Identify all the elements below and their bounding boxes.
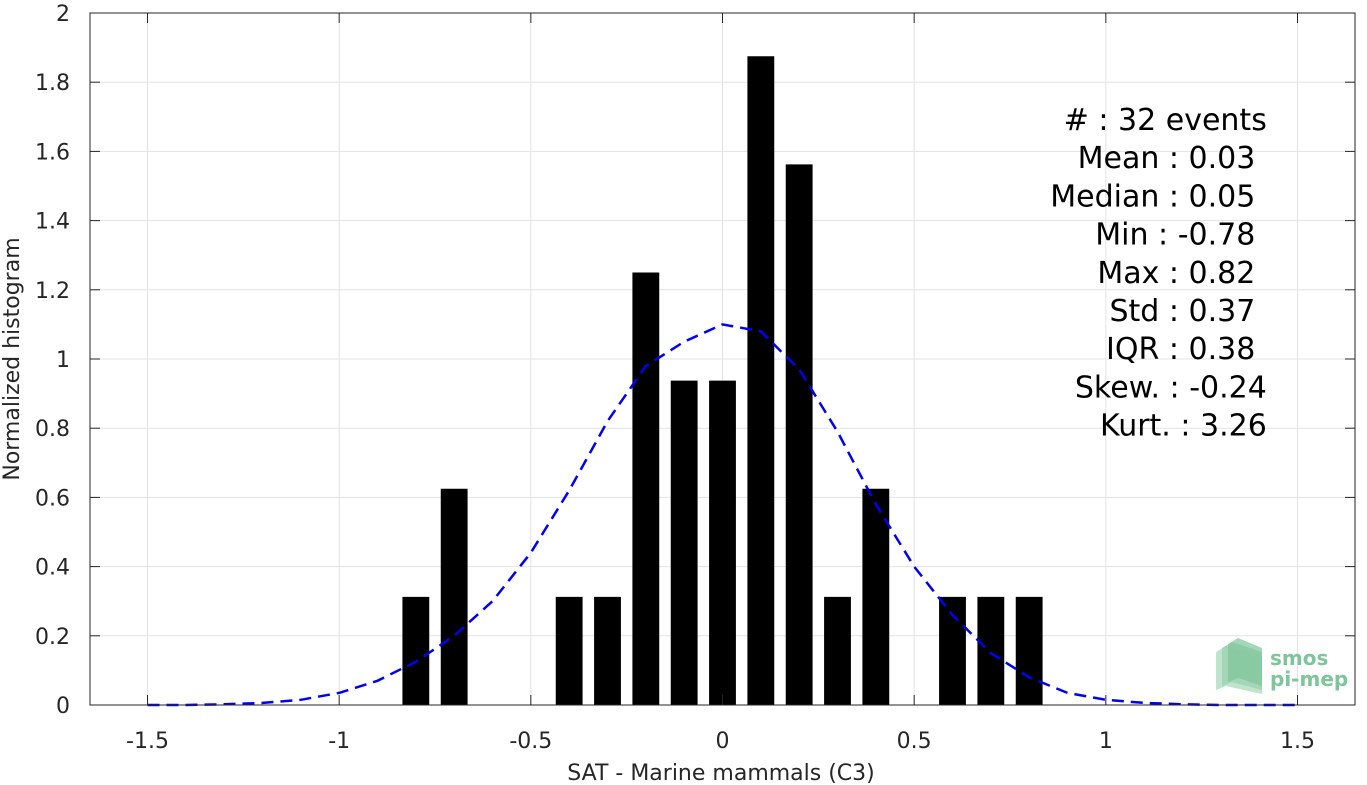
histogram-bar [862,488,890,705]
stat-line: Max : 0.82 [1097,256,1255,291]
stat-line: Skew. : -0.24 [1075,370,1267,405]
x-axis-label: SAT - Marine mammals (C3) [567,761,875,785]
y-tick-label: 0.4 [35,556,70,581]
histogram-bar [402,596,430,705]
histogram-bar [1015,596,1043,705]
histogram-bar [440,488,468,705]
histogram-bar [555,596,583,705]
y-tick-label: 1.2 [35,279,70,304]
logo-mark-icon [1216,638,1262,694]
y-tick-label: 0.2 [35,625,70,650]
stat-line: Kurt. : 3.26 [1100,409,1267,444]
y-axis-label: Normalized histogram [0,237,25,480]
y-tick-label: 0.6 [35,486,70,511]
x-tick-label: 1 [1099,729,1113,754]
histogram-bar [594,596,621,705]
fitted-curve [147,323,1298,707]
axes [89,12,1356,706]
y-tick-label: 2 [56,2,70,27]
stat-line: Median : 0.05 [1050,179,1255,214]
stat-line: # : 32 events [1064,103,1267,138]
y-tick-label: 1.4 [35,210,70,235]
stat-line: Min : -0.78 [1095,218,1255,253]
stat-line: Mean : 0.03 [1078,141,1256,176]
logo-text-line2: pi-mep [1270,667,1348,691]
histogram-bar [824,596,851,705]
x-tick-label: 1.5 [1280,729,1315,754]
x-tick-label: -1 [328,729,350,754]
x-tick-label: 0 [716,729,730,754]
smos-pi-mep-logo: smos pi-mep [1216,638,1348,694]
histogram-bar [977,596,1005,705]
y-tick-label: 0 [56,694,70,719]
histogram-bar [747,56,775,705]
histogram-bars [402,56,1043,705]
tick-labels: -1.5 -1 -0.5 0 0.5 1 1.5 0 0.2 0.4 0.6 0.8 1 1.2 1.4 1.… [35,2,1315,754]
stat-line: Std : 0.37 [1110,294,1256,329]
histogram-bar [670,380,698,705]
gaussian-fit-line [147,323,1298,707]
logo-text-line1: smos [1270,646,1328,670]
stat-line: IQR : 0.38 [1106,332,1255,367]
y-tick-label: 0.8 [35,417,70,442]
histogram-bar [785,164,813,705]
y-tick-label: 1 [56,348,70,373]
y-tick-label: 1.6 [35,140,70,165]
histogram-bar [709,380,736,705]
x-tick-label: -0.5 [509,729,552,754]
histogram-bar [632,272,660,705]
y-tick-label: 1.8 [35,71,70,96]
x-tick-label: 0.5 [897,729,932,754]
x-tick-label: -1.5 [126,729,169,754]
